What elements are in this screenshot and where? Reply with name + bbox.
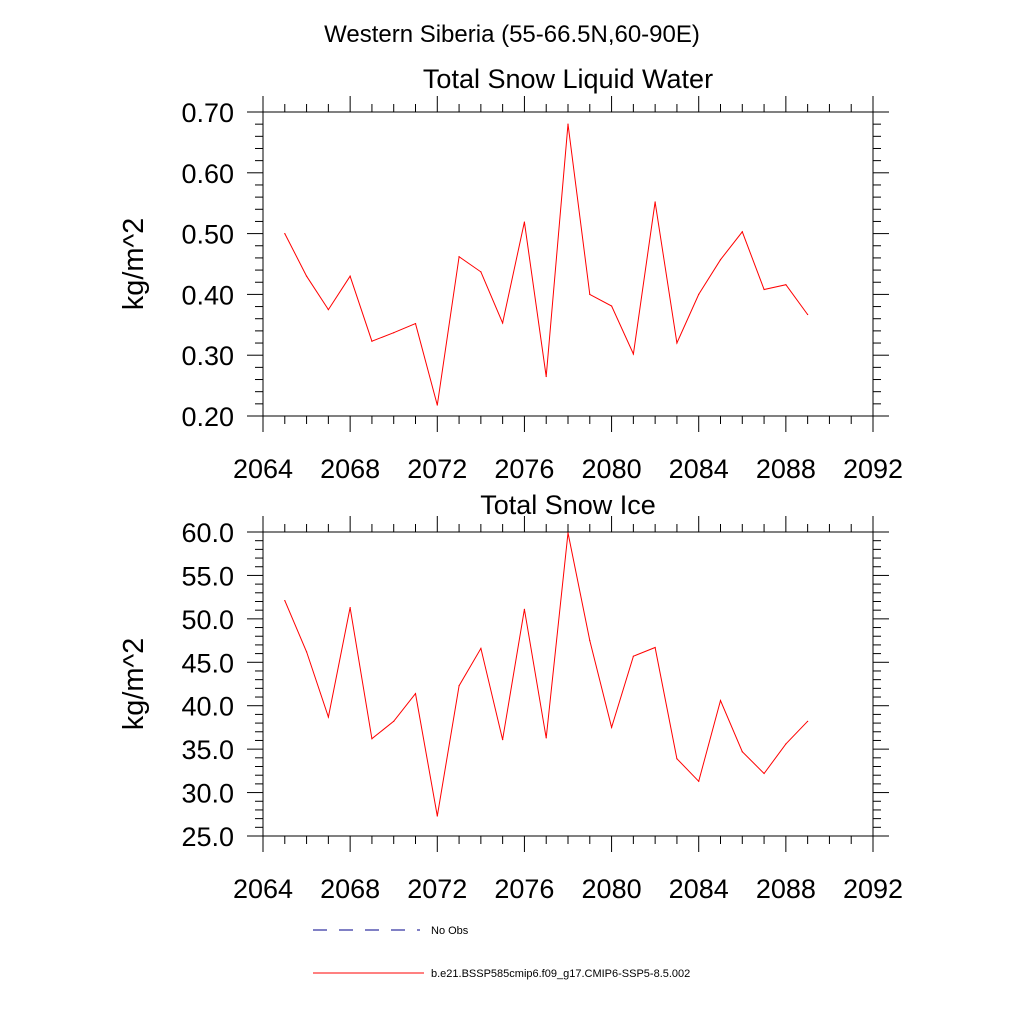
x-tick-label: 2088 bbox=[756, 874, 816, 904]
data-point bbox=[436, 404, 438, 406]
data-point bbox=[393, 720, 395, 722]
legend-obs-label: No Obs bbox=[431, 925, 469, 937]
plot-frame bbox=[262, 531, 874, 837]
data-point bbox=[676, 342, 678, 344]
y-tick-label: 55.0 bbox=[181, 561, 234, 591]
y-tick-label: 0.30 bbox=[181, 341, 234, 371]
chart-title: Total Snow Ice bbox=[480, 490, 656, 520]
figure-suptitle: Western Siberia (55-66.5N,60-90E) bbox=[324, 21, 700, 48]
data-point bbox=[545, 375, 547, 378]
x-tick-label: 2084 bbox=[669, 874, 729, 904]
data-point bbox=[349, 275, 351, 277]
data-point bbox=[502, 322, 504, 324]
x-tick-label: 2084 bbox=[669, 454, 729, 484]
data-point bbox=[436, 815, 438, 817]
data-point bbox=[480, 647, 482, 649]
y-tick-label: 45.0 bbox=[181, 648, 234, 678]
y-tick-label: 35.0 bbox=[181, 735, 234, 765]
data-point bbox=[305, 275, 308, 277]
y-tick-label: 40.0 bbox=[181, 692, 234, 722]
data-point bbox=[458, 256, 460, 258]
data-point bbox=[676, 758, 678, 760]
data-point bbox=[523, 608, 526, 610]
x-tick-label: 2068 bbox=[320, 874, 380, 904]
data-point bbox=[741, 751, 743, 753]
x-tick-label: 2072 bbox=[407, 454, 467, 484]
data-point bbox=[567, 532, 569, 534]
data-point bbox=[698, 293, 700, 295]
chart-title: Total Snow Liquid Water bbox=[423, 64, 713, 94]
data-point bbox=[545, 737, 547, 739]
plot-frame bbox=[262, 111, 874, 417]
data-point bbox=[393, 332, 395, 334]
data-point bbox=[349, 606, 351, 609]
series-line bbox=[284, 532, 808, 817]
x-tick-label: 2092 bbox=[843, 874, 903, 904]
x-tick-label: 2076 bbox=[494, 454, 554, 484]
data-point bbox=[632, 353, 634, 355]
data-point bbox=[502, 738, 504, 741]
data-point bbox=[785, 743, 787, 745]
data-point bbox=[610, 726, 613, 729]
data-point bbox=[785, 284, 787, 286]
x-tick-label: 2088 bbox=[756, 454, 816, 484]
legend: No Obs b.e21.BSSP585cmip6.f09_g17.CMIP6-… bbox=[313, 925, 690, 980]
data-point bbox=[807, 313, 809, 316]
y-axis-label: kg/m^2 bbox=[118, 218, 150, 311]
x-tick-label: 2080 bbox=[582, 874, 642, 904]
data-point bbox=[589, 293, 591, 295]
x-tick-label: 2064 bbox=[233, 454, 293, 484]
data-point bbox=[632, 655, 634, 657]
data-point bbox=[807, 720, 809, 722]
y-tick-label: 50.0 bbox=[181, 605, 234, 635]
data-point bbox=[654, 201, 656, 203]
data-point bbox=[763, 288, 765, 291]
data-point bbox=[610, 305, 613, 307]
data-point bbox=[458, 685, 460, 687]
chart-panel-1: Total Snow Liquid Water kg/m^2 2064 2068 207… bbox=[118, 64, 903, 484]
x-tick-label: 2064 bbox=[233, 874, 293, 904]
y-tick-label: 60.0 bbox=[181, 518, 234, 548]
y-tick-label: 30.0 bbox=[181, 779, 234, 809]
x-tick-label: 2072 bbox=[407, 874, 467, 904]
y-axis-label: kg/m^2 bbox=[118, 638, 150, 731]
x-tick-label: 2068 bbox=[320, 454, 380, 484]
data-point bbox=[414, 692, 417, 695]
y-tick-label: 25.0 bbox=[181, 822, 234, 852]
data-point bbox=[719, 699, 722, 702]
x-tick-label: 2080 bbox=[582, 454, 642, 484]
data-point bbox=[654, 646, 656, 649]
data-point bbox=[371, 738, 373, 740]
x-tick-label: 2076 bbox=[494, 874, 554, 904]
data-point bbox=[327, 309, 329, 311]
legend-model-label: b.e21.BSSP585cmip6.f09_g17.CMIP6-SSP5-8.… bbox=[431, 968, 690, 980]
data-point bbox=[371, 340, 373, 342]
data-point bbox=[414, 322, 417, 325]
y-tick-label: 0.60 bbox=[181, 159, 234, 189]
data-point bbox=[698, 780, 700, 782]
data-point bbox=[284, 600, 286, 602]
data-point bbox=[567, 123, 569, 125]
y-tick-label: 0.70 bbox=[181, 98, 234, 128]
data-point bbox=[741, 231, 743, 233]
y-tick-label: 0.20 bbox=[181, 402, 234, 432]
data-point bbox=[763, 772, 765, 775]
data-point bbox=[284, 233, 286, 235]
x-tick-label: 2092 bbox=[843, 454, 903, 484]
data-point bbox=[480, 271, 482, 273]
data-point bbox=[327, 716, 329, 718]
series-line bbox=[284, 124, 809, 406]
data-point bbox=[589, 639, 591, 642]
data-point bbox=[523, 221, 526, 223]
data-point bbox=[719, 259, 722, 261]
y-tick-label: 0.40 bbox=[181, 280, 234, 310]
data-point bbox=[305, 651, 308, 653]
y-tick-label: 0.50 bbox=[181, 220, 234, 250]
chart-panel-2: Total Snow Ice kg/m^2 2064 2068 2072 2076 2080… bbox=[118, 490, 903, 904]
